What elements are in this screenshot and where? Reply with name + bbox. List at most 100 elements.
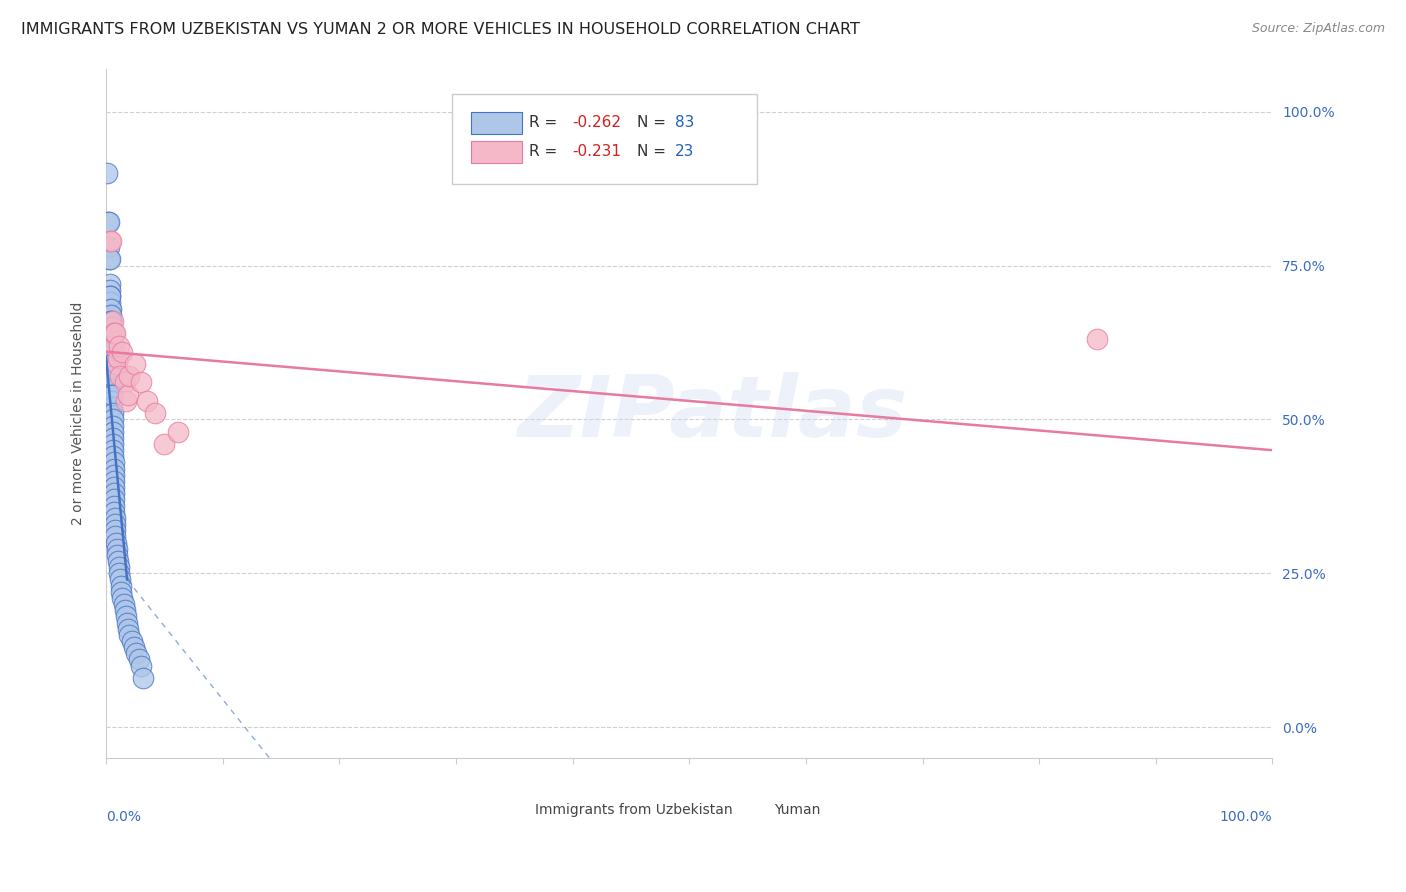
Point [114, 376, 136, 390]
Text: Yuman: Yuman [775, 803, 821, 817]
Point [98, 289, 121, 303]
Point [101, 363, 124, 377]
Point [103, 499, 125, 513]
Point [105, 357, 128, 371]
Point [111, 344, 134, 359]
Point [100, 326, 122, 341]
Point [104, 523, 127, 537]
Point [101, 376, 124, 390]
Point [98, 215, 121, 229]
Point [103, 511, 125, 525]
Point [105, 541, 128, 556]
Point [101, 425, 124, 439]
Point [100, 320, 122, 334]
Point [115, 393, 138, 408]
Point [108, 369, 131, 384]
Point [98, 252, 121, 267]
Point [129, 658, 152, 673]
Point [121, 634, 143, 648]
FancyBboxPatch shape [471, 141, 523, 163]
Point [1087, 332, 1109, 346]
Y-axis label: 2 or more Vehicles in Household: 2 or more Vehicles in Household [72, 301, 86, 524]
Point [101, 393, 124, 408]
Point [115, 609, 138, 624]
Point [100, 308, 122, 322]
Point [100, 308, 122, 322]
Point [100, 338, 122, 352]
FancyBboxPatch shape [501, 801, 530, 820]
Point [96, 166, 118, 180]
Point [100, 344, 122, 359]
Point [100, 326, 122, 341]
Point [114, 603, 136, 617]
Point [100, 338, 122, 352]
Point [98, 277, 121, 291]
Point [103, 455, 125, 469]
Point [111, 591, 134, 605]
FancyBboxPatch shape [471, 112, 523, 134]
Point [117, 622, 139, 636]
FancyBboxPatch shape [453, 94, 756, 185]
Point [101, 431, 124, 445]
Point [135, 393, 157, 408]
Text: N =: N = [637, 115, 671, 130]
Point [101, 369, 124, 384]
Point [101, 382, 124, 396]
Point [101, 357, 124, 371]
Point [104, 535, 127, 549]
Text: 23: 23 [675, 145, 695, 160]
Point [110, 584, 132, 599]
Point [98, 283, 121, 297]
Point [100, 314, 122, 328]
Point [112, 597, 135, 611]
Point [125, 646, 148, 660]
Point [103, 467, 125, 482]
Point [167, 425, 190, 439]
Point [101, 363, 124, 377]
Text: Immigrants from Uzbekistan: Immigrants from Uzbekistan [536, 803, 733, 817]
Point [107, 351, 129, 365]
Point [103, 480, 125, 494]
Point [101, 388, 124, 402]
Point [101, 320, 124, 334]
Point [118, 369, 141, 384]
Point [101, 418, 124, 433]
Point [143, 406, 166, 420]
Point [104, 529, 127, 543]
Point [98, 301, 121, 316]
Point [108, 573, 131, 587]
Point [103, 492, 125, 507]
Point [108, 566, 131, 581]
Text: 0.0%: 0.0% [105, 810, 141, 823]
Point [103, 443, 125, 458]
Point [103, 437, 125, 451]
Text: -0.231: -0.231 [572, 145, 621, 160]
Point [118, 628, 141, 642]
Point [103, 326, 125, 341]
Text: R =: R = [530, 145, 562, 160]
Point [97, 240, 120, 254]
Point [103, 486, 125, 500]
Point [101, 412, 124, 426]
Point [104, 326, 127, 341]
Text: -0.262: -0.262 [572, 115, 621, 130]
Point [108, 560, 131, 574]
Point [117, 388, 139, 402]
Point [110, 579, 132, 593]
Point [103, 505, 125, 519]
Text: ZIPatlas: ZIPatlas [517, 372, 908, 455]
Point [129, 376, 152, 390]
Point [103, 461, 125, 475]
Text: 100.0%: 100.0% [1220, 810, 1272, 823]
Point [108, 338, 131, 352]
Text: IMMIGRANTS FROM UZBEKISTAN VS YUMAN 2 OR MORE VEHICLES IN HOUSEHOLD CORRELATION : IMMIGRANTS FROM UZBEKISTAN VS YUMAN 2 OR… [21, 22, 860, 37]
Point [104, 516, 127, 531]
Point [98, 295, 121, 310]
FancyBboxPatch shape [740, 801, 769, 820]
Point [98, 234, 121, 248]
Point [100, 234, 122, 248]
Point [100, 332, 122, 346]
Point [100, 301, 122, 316]
Point [101, 406, 124, 420]
Point [103, 450, 125, 464]
